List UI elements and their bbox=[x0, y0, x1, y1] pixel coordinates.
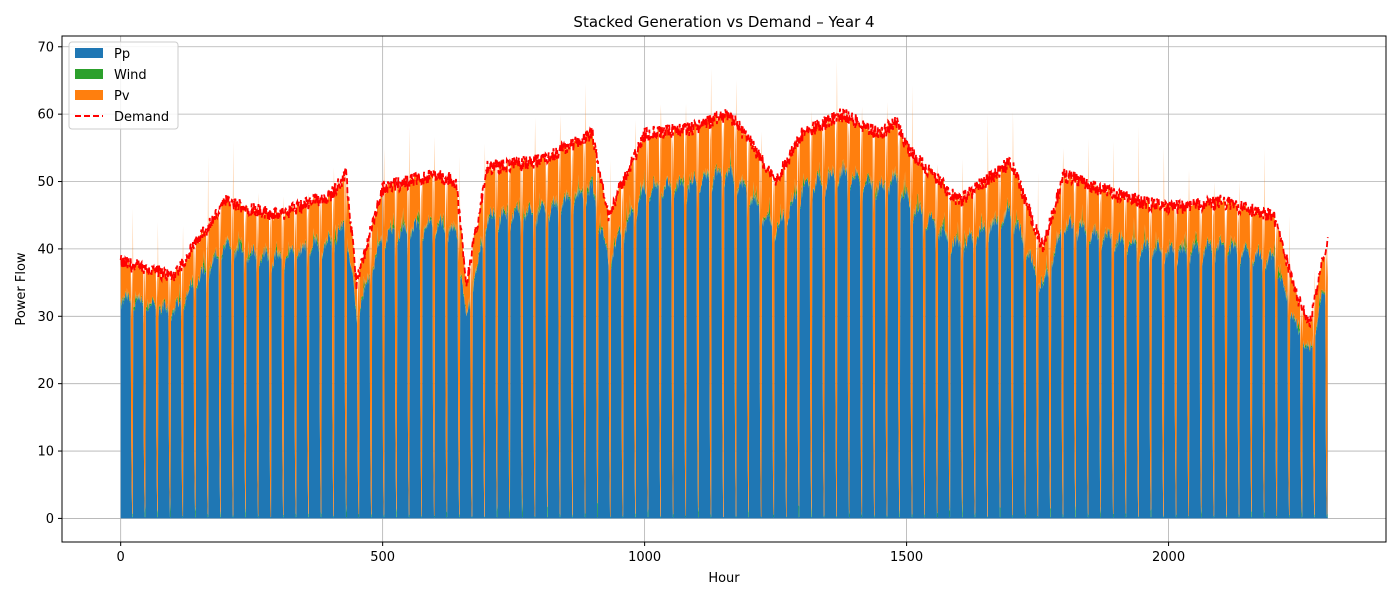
x-tick-label: 2000 bbox=[1152, 550, 1185, 565]
x-tick-label: 1500 bbox=[890, 550, 923, 565]
series-line-demand bbox=[119, 107, 1329, 329]
legend: Pp Wind Pv Demand bbox=[68, 41, 179, 130]
series-area-pv bbox=[120, 108, 1328, 518]
legend-swatch-pp bbox=[75, 48, 103, 58]
axes-frame bbox=[61, 35, 1387, 543]
y-tick-label: 0 bbox=[46, 512, 54, 527]
legend-swatch-wind bbox=[75, 69, 103, 79]
y-tick-label: 70 bbox=[37, 40, 54, 55]
series-area-pp bbox=[120, 162, 1328, 519]
y-tick-label: 20 bbox=[37, 377, 54, 392]
y-tick-label: 30 bbox=[37, 310, 54, 325]
x-axis-label: Hour bbox=[708, 571, 740, 586]
y-tick-label: 60 bbox=[37, 108, 54, 123]
y-tick-label: 50 bbox=[37, 175, 54, 190]
y-tick-label: 40 bbox=[37, 242, 54, 257]
legend-swatch-pv bbox=[75, 90, 103, 100]
plot-area bbox=[119, 59, 1329, 519]
legend-label-pp: Pp bbox=[114, 47, 130, 62]
y-axis-ticks: 0 10 20 30 40 50 60 70 bbox=[37, 40, 62, 527]
x-axis-ticks: 0 500 1000 1500 2000 bbox=[117, 542, 1185, 565]
x-tick-label: 0 bbox=[117, 550, 125, 565]
legend-box bbox=[68, 41, 179, 130]
y-tick-label: 10 bbox=[37, 445, 54, 460]
chart-title: Stacked Generation vs Demand – Year 4 bbox=[573, 13, 874, 31]
y-axis-label: Power Flow bbox=[14, 252, 29, 325]
legend-label-demand: Demand bbox=[114, 110, 169, 125]
legend-label-wind: Wind bbox=[114, 68, 147, 83]
x-tick-label: 500 bbox=[370, 550, 395, 565]
x-tick-label: 1000 bbox=[628, 550, 661, 565]
legend-label-pv: Pv bbox=[114, 89, 130, 104]
